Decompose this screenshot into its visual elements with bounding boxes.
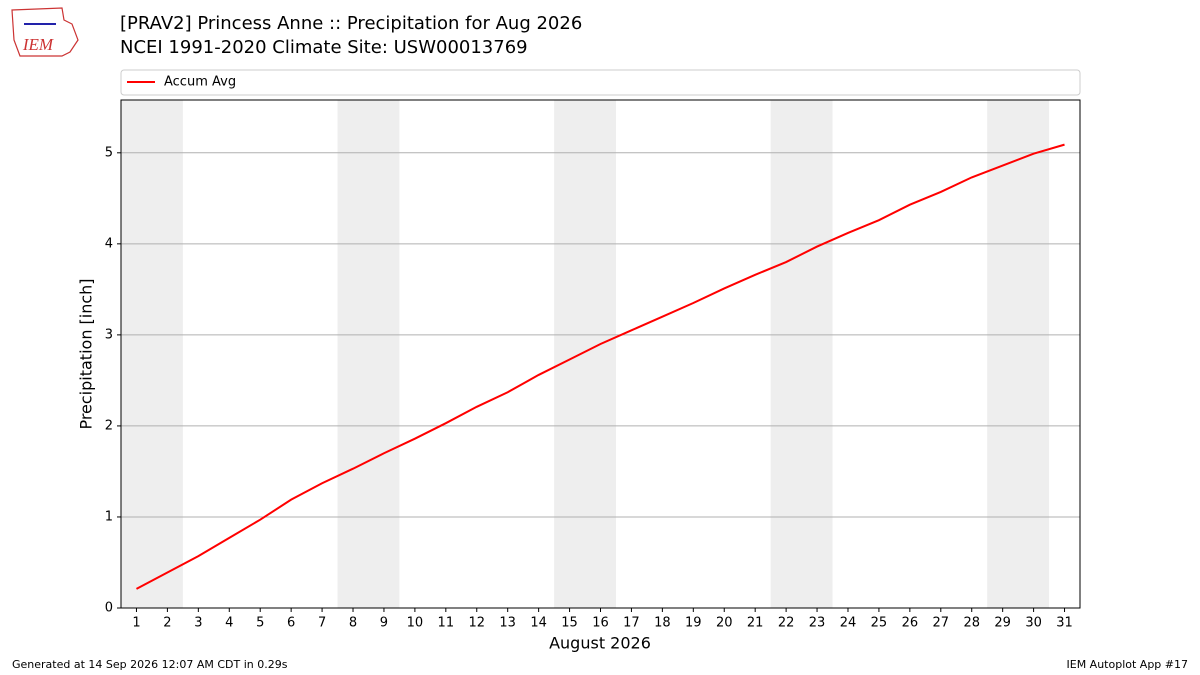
legend-label: Accum Avg [164, 75, 236, 90]
x-tick-label: 30 [1025, 616, 1042, 631]
x-tick-label: 7 [318, 616, 326, 631]
weekend-band [770, 100, 833, 608]
chart-title: [PRAV2] Princess Anne :: Precipitation f… [120, 13, 582, 34]
x-tick-label: 25 [871, 616, 888, 631]
x-tick-label: 20 [716, 616, 733, 631]
weekend-band [987, 100, 1050, 608]
x-tick-label: 12 [468, 616, 485, 631]
x-tick-label: 19 [685, 616, 702, 631]
x-tick-label: 8 [349, 616, 357, 631]
footer-left: Generated at 14 Sep 2026 12:07 AM CDT in… [12, 658, 288, 671]
x-tick-label: 2 [163, 616, 171, 631]
x-tick-label: 22 [778, 616, 795, 631]
x-tick-label: 28 [963, 616, 980, 631]
x-tick-label: 4 [225, 616, 233, 631]
x-tick-label: 13 [499, 616, 516, 631]
x-tick-label: 1 [132, 616, 140, 631]
y-tick-label: 3 [105, 327, 113, 342]
x-tick-label: 16 [592, 616, 609, 631]
x-axis-label: August 2026 [549, 634, 651, 653]
x-tick-label: 3 [194, 616, 202, 631]
x-tick-label: 9 [380, 616, 388, 631]
y-tick-label: 2 [105, 418, 113, 433]
logo-text: IEM [22, 35, 54, 54]
y-tick-label: 4 [105, 236, 113, 251]
legend-box [120, 69, 1081, 96]
x-tick-label: 21 [747, 616, 764, 631]
x-tick-label: 23 [809, 616, 826, 631]
x-tick-label: 10 [407, 616, 424, 631]
logo: IEM [11, 7, 79, 57]
x-tick-label: 14 [530, 616, 547, 631]
weekend-band [121, 100, 183, 608]
weekend-band [337, 100, 400, 608]
weekend-band [554, 100, 616, 608]
x-tick-label: 5 [256, 616, 264, 631]
series-line [135, 143, 1065, 590]
x-tick-label: 17 [623, 616, 640, 631]
logo-outline [11, 7, 79, 57]
x-tick-label: 6 [287, 616, 295, 631]
footer-right: IEM Autoplot App #17 [1067, 658, 1189, 671]
x-tick-label: 27 [933, 616, 950, 631]
chart-subtitle: NCEI 1991-2020 Climate Site: USW00013769 [120, 37, 528, 58]
x-tick-label: 31 [1056, 616, 1073, 631]
x-tick-label: 29 [994, 616, 1011, 631]
plot-frame [120, 99, 1081, 609]
y-tick-label: 5 [105, 145, 113, 160]
y-tick-label: 0 [105, 601, 113, 616]
x-tick-label: 24 [840, 616, 857, 631]
y-axis-label: Precipitation [inch] [77, 278, 96, 429]
x-tick-label: 11 [438, 616, 455, 631]
x-tick-label: 15 [561, 616, 578, 631]
x-tick-label: 18 [654, 616, 671, 631]
y-tick-label: 1 [105, 509, 113, 524]
x-tick-label: 26 [902, 616, 919, 631]
